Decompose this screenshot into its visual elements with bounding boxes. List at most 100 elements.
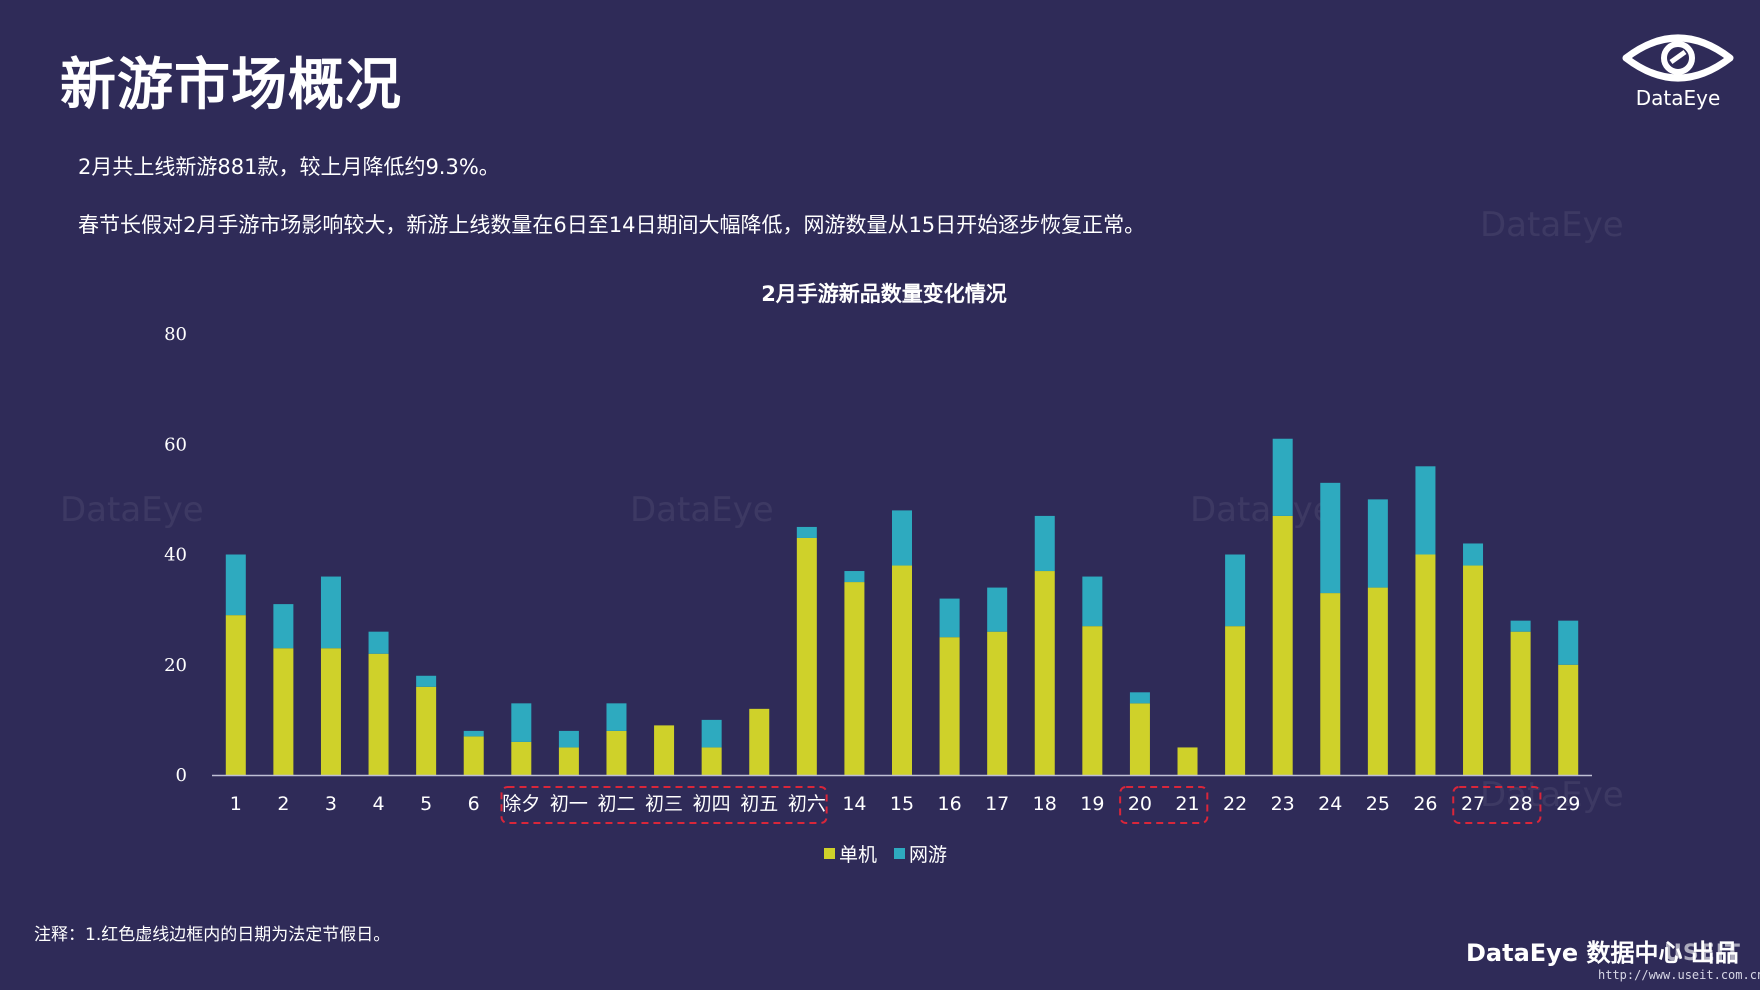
bar-online — [273, 604, 294, 649]
bar-standalone — [749, 708, 770, 775]
bar-standalone — [273, 648, 294, 775]
bar-standalone — [701, 747, 722, 775]
legend: 单机 网游 — [824, 844, 947, 866]
bar-standalone — [606, 730, 627, 775]
bar-online — [320, 576, 341, 649]
bar-online — [463, 730, 484, 737]
x-tick-label: 18 — [1033, 793, 1057, 815]
bar-online — [796, 526, 817, 538]
bar-online — [1320, 482, 1341, 594]
bar-online — [844, 571, 865, 583]
chart-title: 2月手游新品数量变化情况 — [761, 282, 1007, 306]
bar-standalone — [1367, 587, 1388, 775]
bar-online — [225, 554, 246, 616]
x-tick-label: 1 — [230, 793, 242, 815]
bar-online — [416, 675, 437, 687]
bar-standalone — [416, 686, 437, 775]
bar-online — [1415, 466, 1436, 555]
x-tick-label: 25 — [1366, 793, 1390, 815]
x-tick-label: 初四 — [693, 793, 731, 815]
bar-standalone — [1463, 565, 1484, 775]
footnote: 注释：1.红色虚线边框内的日期为法定节假日。 — [34, 925, 391, 945]
bar-online — [1510, 620, 1531, 632]
x-tick-label: 23 — [1271, 793, 1295, 815]
x-tick-label: 15 — [890, 793, 914, 815]
bar-standalone — [1082, 626, 1103, 775]
x-tick-label: 初三 — [645, 793, 683, 815]
y-tick-label: 20 — [164, 655, 187, 676]
x-tick-label: 除夕 — [502, 793, 540, 815]
x-tick-label: 16 — [937, 793, 961, 815]
x-tick-label: 19 — [1080, 793, 1104, 815]
x-tick-label: 22 — [1223, 793, 1247, 815]
bar-standalone — [1510, 631, 1531, 775]
x-tick-label: 28 — [1509, 793, 1533, 815]
x-tick-label: 17 — [985, 793, 1009, 815]
bar-online — [1367, 499, 1388, 588]
bar-standalone — [939, 637, 960, 775]
bar-online — [1558, 620, 1579, 665]
bar-standalone — [320, 648, 341, 775]
bar-standalone — [987, 631, 1008, 775]
page-title: 新游市场概况 — [60, 53, 402, 118]
x-tick-label: 2 — [277, 793, 289, 815]
bar-standalone — [844, 582, 865, 775]
bar-standalone — [1320, 593, 1341, 775]
bar-standalone — [1177, 747, 1198, 775]
bar-online — [511, 703, 532, 742]
y-tick-label: 80 — [164, 324, 187, 345]
legend-swatch-standalone — [824, 848, 835, 859]
bar-online — [701, 719, 722, 748]
summary-line-2: 春节长假对2月手游市场影响较大，新游上线数量在6日至14日期间大幅降低，网游数量… — [78, 213, 1146, 237]
summary-line-1: 2月共上线新游881款，较上月降低约9.3%。 — [78, 155, 500, 179]
y-tick-label: 60 — [164, 434, 187, 455]
x-tick-label: 3 — [325, 793, 337, 815]
bar-online — [892, 510, 912, 566]
dataeye-eye-icon — [1622, 34, 1734, 82]
bar-standalone — [225, 615, 246, 775]
bar-online — [1082, 576, 1103, 627]
y-tick-label: 0 — [176, 765, 187, 786]
x-tick-label: 初六 — [788, 793, 826, 815]
bar-standalone — [1034, 571, 1055, 775]
holiday-boxes — [500, 786, 1542, 824]
bar-online — [368, 631, 389, 654]
x-tick-label: 20 — [1128, 793, 1152, 815]
footer-url: http://www.useit.com.cn — [1598, 968, 1760, 982]
y-axis: 0 20 40 60 80 — [164, 324, 187, 786]
footer-brand: DataEye 数据中心 出品 — [1466, 939, 1739, 967]
bar-online — [606, 703, 627, 731]
holiday-box — [1452, 786, 1542, 824]
bar-online — [939, 598, 960, 638]
bar-standalone — [511, 741, 532, 775]
bars — [225, 438, 1579, 775]
bar-online — [1463, 543, 1484, 566]
x-tick-label: 29 — [1556, 793, 1580, 815]
x-tick-label: 5 — [420, 793, 432, 815]
bar-standalone — [558, 747, 579, 775]
x-tick-label: 6 — [468, 793, 480, 815]
legend-swatch-online — [894, 848, 905, 859]
bar-standalone — [1558, 664, 1579, 775]
bar-standalone — [1225, 626, 1246, 775]
holiday-box — [500, 786, 828, 824]
bar-standalone — [463, 736, 484, 775]
bar-online — [1034, 515, 1055, 572]
dataeye-logo — [1622, 34, 1734, 82]
x-tick-label: 21 — [1175, 793, 1199, 815]
bar-online — [987, 587, 1008, 632]
bar-standalone — [892, 565, 912, 775]
x-tick-label: 27 — [1461, 793, 1485, 815]
bar-standalone — [1415, 554, 1436, 775]
x-tick-label: 14 — [842, 793, 866, 815]
bar-standalone — [1129, 703, 1150, 775]
x-tick-label: 26 — [1413, 793, 1437, 815]
y-tick-label: 40 — [164, 545, 187, 566]
x-tick-label: 初五 — [740, 793, 778, 815]
holiday-box — [1119, 786, 1209, 824]
bar-standalone — [368, 653, 389, 775]
bar-online — [558, 730, 579, 748]
legend-label-standalone: 单机 — [839, 844, 877, 866]
